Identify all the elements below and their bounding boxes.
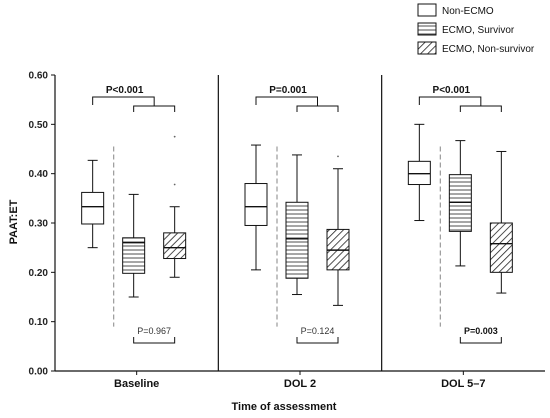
box-diagonal-1 [326,155,350,306]
top-bracket [255,96,318,106]
bottom-p-value: P=0.967 [137,326,171,336]
legend: Non-ECMO ECMO, Survivor ECMO, Non-survivor [417,3,535,55]
top-p-value: P<0.001 [433,85,471,96]
y-tick-label: 0.20 [29,268,49,279]
box-horizontal-2 [448,140,472,267]
top-bracket [418,96,482,106]
box-iqr [244,183,268,226]
legend-label: ECMO, Survivor [442,25,515,36]
x-tick-label: Baseline [114,378,159,390]
legend-item: ECMO, Survivor [417,22,515,36]
legend-swatch [417,22,437,36]
legend-item: ECMO, Non-survivor [417,41,535,55]
plot-marks: P<0.001 P=0.967 P=0.001 P=0.124 P<0.001 P=0.0… [81,85,513,344]
bottom-bracket [133,337,176,344]
box-iqr [448,174,472,232]
ecmo-bracket [296,105,339,112]
x-axis-title: Time of assessment [232,401,337,413]
outlier-point [337,155,339,158]
box-iqr [122,237,146,274]
significance-2: P<0.001 P=0.003 [418,85,502,344]
box-none-1 [244,144,268,271]
ecmo-bracket [459,105,502,112]
top-bracket [92,96,155,106]
legend-swatch [417,3,437,17]
ecmo-bracket [133,105,176,112]
bottom-bracket [296,337,339,344]
significance-1: P=0.001 P=0.124 [255,85,339,344]
bottom-p-value: P=0.124 [301,326,335,336]
outlier-point [173,183,176,186]
axes: 0.00 0.10 0.20 0.30 0.40 0.50 0.60 Baseline DOL … [29,71,545,390]
y-tick-label: 0.50 [29,120,49,131]
bottom-p-value: P=0.003 [464,326,498,336]
y-tick-label: 0.00 [29,367,49,378]
box-diagonal-2 [489,150,513,294]
x-tick-label: DOL 2 [284,378,316,390]
legend-label: Non-ECMO [442,6,494,17]
y-tick-label: 0.10 [29,317,49,328]
box-iqr [163,232,187,260]
box-iqr [407,160,431,186]
box-iqr [489,222,513,273]
box-iqr [81,191,105,225]
y-tick-label: 0.30 [29,219,49,230]
box-none-2 [407,123,431,222]
top-p-value: P=0.001 [269,85,307,96]
box-horizontal-0 [122,193,146,298]
legend-item: Non-ECMO [417,3,494,17]
y-tick-label: 0.40 [29,169,49,180]
bottom-bracket [459,337,502,344]
legend-swatch [417,41,437,55]
x-tick-label: DOL 5–7 [441,378,485,390]
significance-0: P<0.001 P=0.967 [92,85,176,344]
top-p-value: P<0.001 [106,85,144,96]
y-tick-label: 0.60 [29,71,49,82]
box-none-0 [81,159,105,249]
box-iqr [285,201,309,279]
box-horizontal-1 [285,154,309,296]
y-axis-title: PAAT:ET [8,199,20,244]
legend-label: ECMO, Non-survivor [442,44,535,55]
outlier-point [173,135,176,138]
box-diagonal-0 [163,135,187,278]
